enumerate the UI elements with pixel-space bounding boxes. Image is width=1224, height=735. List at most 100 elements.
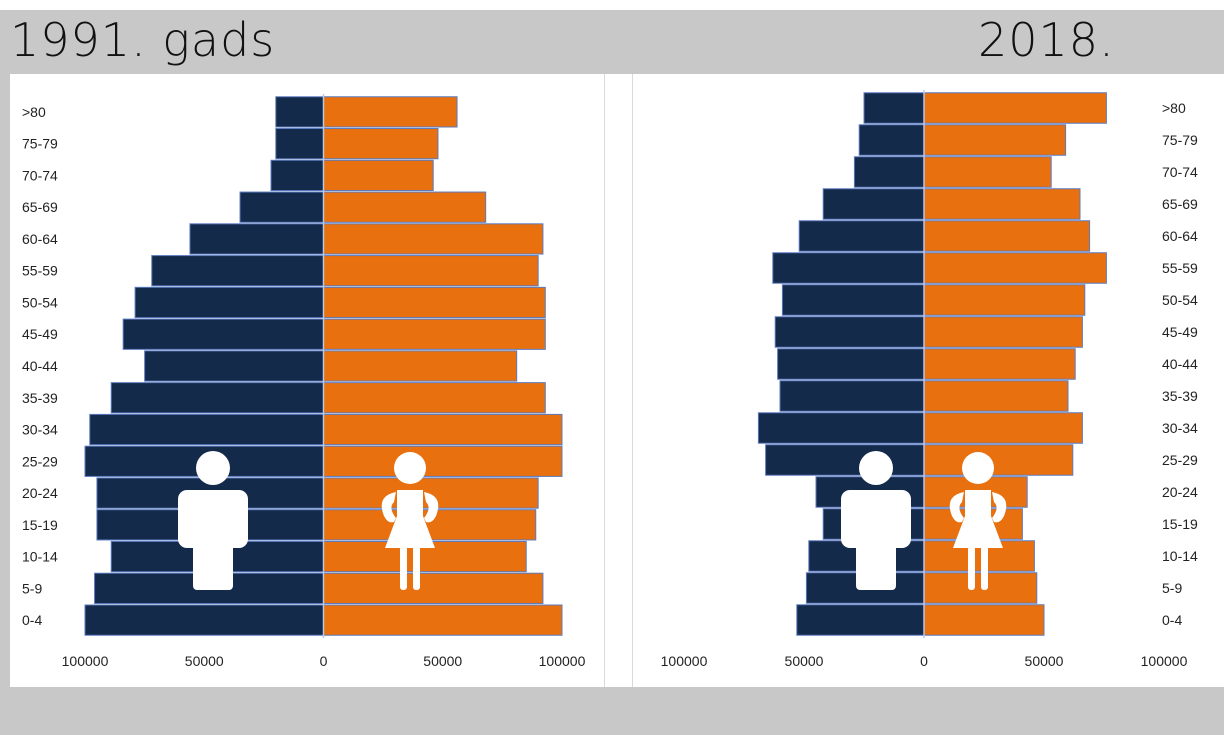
category-label-1991->80: >80 [22,104,46,120]
category-label-2018-40-44: 40-44 [1162,356,1198,372]
category-label-1991-55-59: 55-59 [22,263,58,279]
bar-2018-female-30-34 [923,412,1083,444]
bar-1991-female-40-44 [323,350,518,382]
pyramid-1991-panel: 0-4 5-9 10-14 15-19 20-24 25-29 30-34 35-39 40-4… [10,74,605,687]
bar-2018-male-30-34 [757,412,925,444]
bar-2018-female-45-49 [923,316,1083,348]
category-label-1991-70-74: 70-74 [22,167,58,183]
bar-1991-female-25-29 [323,445,563,477]
bottom-banner [0,687,1224,735]
woman-icon [949,452,1007,590]
category-label-1991-35-39: 35-39 [22,390,58,406]
bar-2018-male-40-44 [777,348,925,380]
category-label-1991-25-29: 25-29 [22,453,58,469]
x-tick-label-2018: 50000 [1025,653,1064,669]
category-label-2018-5-9: 5-9 [1162,580,1182,596]
category-label-2018-70-74: 70-74 [1162,164,1198,180]
bar-2018-female-55-59 [923,252,1107,284]
bar-2018-male-75-79 [858,124,925,156]
category-label-1991-0-4: 0-4 [22,612,42,628]
category-label-1991-5-9: 5-9 [22,580,42,596]
bar-1991-male-75-79 [275,128,324,160]
bar-2018-male-45-49 [774,316,925,348]
bar-2018-male-70-74 [853,156,925,188]
category-label-2018-50-54: 50-54 [1162,292,1198,308]
bar-1991-female-75-79 [323,128,439,160]
category-label-1991-60-64: 60-64 [22,231,58,247]
category-label-2018-25-29: 25-29 [1162,452,1198,468]
bar-2018-male-0-4 [796,604,925,636]
bar-2018-female-75-79 [923,124,1067,156]
bar-2018-female-25-29 [923,444,1074,476]
category-label-1991-15-19: 15-19 [22,517,58,533]
category-label-1991-10-14: 10-14 [22,549,58,565]
bar-1991-male-50-54 [134,286,324,319]
bar-2018-male-60-64 [798,220,925,252]
x-tick-label-1991: 50000 [423,653,462,669]
x-tick-label-2018: 50000 [785,653,824,669]
man-icon [178,451,248,590]
bar-1991-male-0-4 [84,604,324,636]
bar-1991-male-55-59 [151,255,324,287]
bar-1991-male-60-64 [189,223,324,255]
category-label-2018-10-14: 10-14 [1162,548,1198,564]
left-border [0,10,10,735]
bar-1991-male-45-49 [122,318,324,350]
category-label-2018-20-24: 20-24 [1162,484,1198,500]
bar-2018-female-65-69 [923,188,1081,220]
bar-1991-female-50-54 [323,286,546,319]
pyramid-2018-panel: 0-4 5-9 10-14 15-19 20-24 25-29 30-34 35-39 40-4… [632,74,1224,687]
category-label-2018-0-4: 0-4 [1162,612,1182,628]
bar-1991-female-30-34 [323,413,563,446]
man-icon [841,451,911,590]
bar-2018-male-55-59 [772,252,925,284]
bar-1991-female-55-59 [323,255,539,287]
bar-1991-female->80 [323,96,458,128]
bar-2018-male->80 [863,92,925,124]
category-label-2018-35-39: 35-39 [1162,388,1198,404]
category-label-1991-30-34: 30-34 [22,422,58,438]
bar-1991-female-60-64 [323,223,544,255]
category-label-2018-45-49: 45-49 [1162,324,1198,340]
bar-2018-female-5-9 [923,572,1038,604]
x-tick-label-2018: 100000 [661,653,708,669]
x-tick-label-1991: 100000 [539,653,586,669]
x-tick-label-1991: 100000 [62,653,109,669]
category-label-2018-60-64: 60-64 [1162,228,1198,244]
bar-2018-female-0-4 [923,604,1045,636]
bar-2018-female-70-74 [923,156,1052,188]
category-label-2018-15-19: 15-19 [1162,516,1198,532]
category-label-1991-50-54: 50-54 [22,294,58,310]
bar-2018-male-35-39 [779,380,925,412]
chart-title-1991: 1991. gads [10,13,276,67]
bar-2018-female-40-44 [923,348,1076,380]
pyramid-2018-chart: 0-4 5-9 10-14 15-19 20-24 25-29 30-34 35-39 40-4… [661,90,1198,669]
bar-1991-female-45-49 [323,318,546,350]
category-label-1991-40-44: 40-44 [22,358,58,374]
x-tick-label-2018: 100000 [1141,653,1188,669]
bar-1991-female-5-9 [323,572,544,604]
bar-1991-female-0-4 [323,604,563,636]
category-label-1991-75-79: 75-79 [22,136,58,152]
category-label-2018-55-59: 55-59 [1162,260,1198,276]
x-tick-label-2018: 0 [920,653,928,669]
bar-1991-female-65-69 [323,191,487,223]
bar-2018-male-25-29 [765,444,925,476]
bar-2018-male-50-54 [781,284,925,316]
category-label-1991-45-49: 45-49 [22,326,58,342]
pyramid-1991-chart: 0-4 5-9 10-14 15-19 20-24 25-29 30-34 35-39 40-4… [22,94,586,669]
bar-1991-male-70-74 [270,159,324,192]
bar-1991-male-35-39 [110,382,324,414]
bar-1991-female-35-39 [323,382,546,414]
woman-icon [381,452,439,590]
bar-2018-female-35-39 [923,380,1069,412]
category-label-1991-65-69: 65-69 [22,199,58,215]
category-label-2018-75-79: 75-79 [1162,132,1198,148]
category-label-2018->80: >80 [1162,100,1186,116]
bar-1991-male->80 [275,96,324,128]
bar-2018-female->80 [923,92,1107,124]
bar-1991-female-70-74 [323,159,434,192]
category-label-2018-30-34: 30-34 [1162,420,1198,436]
bar-2018-female-50-54 [923,284,1086,316]
bar-2018-male-65-69 [822,188,925,220]
